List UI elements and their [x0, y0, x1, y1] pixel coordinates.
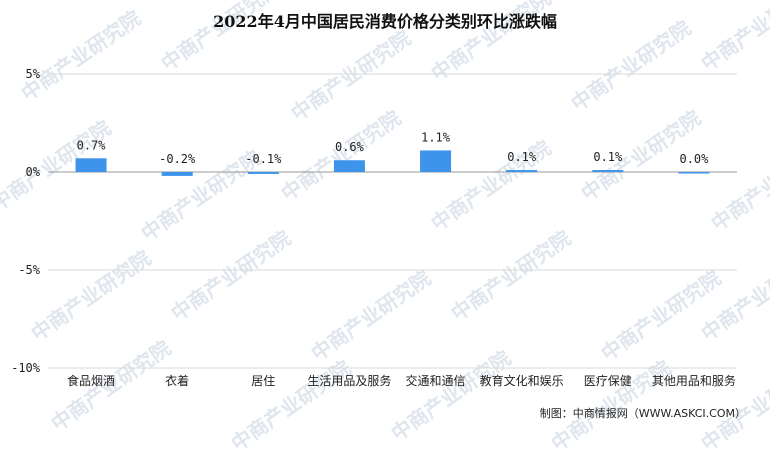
y-tick-label: -10% [11, 361, 41, 375]
x-tick-label: 居住 [251, 374, 275, 388]
y-tick-label: -5% [18, 263, 40, 277]
data-label: 0.6% [335, 140, 365, 154]
bar [247, 172, 279, 174]
x-tick-label: 医疗保健 [584, 374, 632, 388]
data-label: -0.2% [159, 152, 196, 166]
data-label: 1.1% [421, 130, 451, 144]
data-label: 0.1% [593, 150, 623, 164]
data-label: -0.1% [245, 152, 282, 166]
x-tick-label: 教育文化和娱乐 [480, 373, 564, 388]
bar [420, 150, 452, 172]
source-note: 制图：中商情报网（WWW.ASKCI.COM） [539, 407, 746, 420]
data-label: 0.0% [679, 152, 709, 166]
y-tick-label: 0% [26, 165, 41, 179]
bar [75, 158, 107, 172]
y-tick-label: 5% [26, 67, 41, 81]
bar [333, 160, 365, 172]
x-tick-label: 交通和通信 [406, 373, 466, 388]
x-tick-label: 衣着 [165, 373, 189, 388]
chart-title: 2022年4月中国居民消费价格分类别环比涨跌幅 [213, 12, 557, 31]
data-label: 0.1% [507, 150, 537, 164]
data-label: 0.7% [77, 138, 107, 152]
bar [161, 172, 193, 176]
x-tick-label: 生活用品及服务 [307, 373, 391, 388]
bar-chart: 5% 0% -5% -10% 0.7% 食品烟酒 -0.2% 衣着 -0.1% 居住 0.6% 生活用… [11, 67, 737, 388]
bar [678, 172, 710, 174]
bar [592, 170, 624, 172]
bar [506, 170, 538, 172]
x-tick-label: 其他用品和服务 [652, 373, 736, 388]
x-tick-label: 食品烟酒 [67, 373, 115, 388]
